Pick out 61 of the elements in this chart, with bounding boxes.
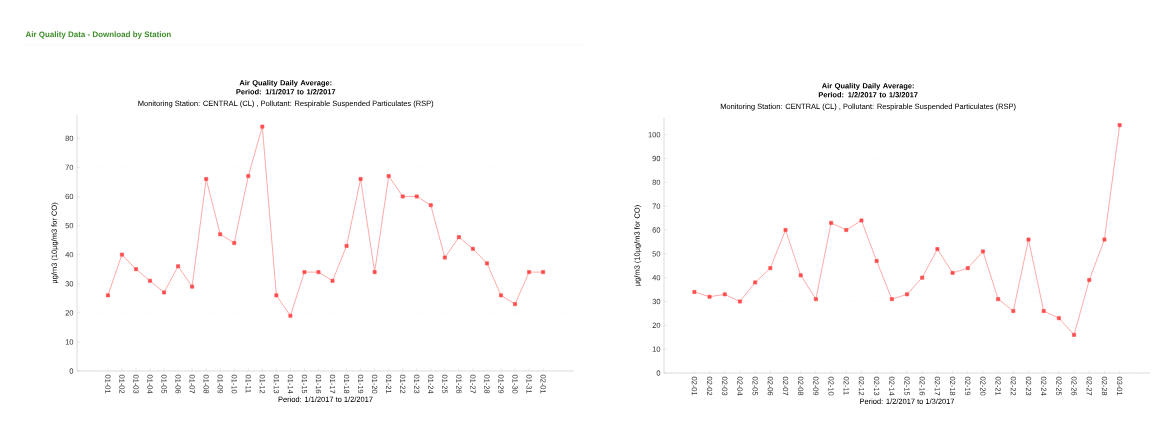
point bbox=[813, 297, 818, 302]
point bbox=[1041, 309, 1046, 313]
point bbox=[400, 194, 405, 199]
point bbox=[889, 297, 894, 302]
point bbox=[274, 293, 279, 298]
point bbox=[456, 235, 461, 240]
point bbox=[707, 294, 712, 299]
point bbox=[190, 284, 195, 289]
point bbox=[176, 264, 180, 269]
point bbox=[996, 297, 1001, 302]
point bbox=[541, 270, 546, 274]
point bbox=[330, 278, 335, 283]
point bbox=[1072, 332, 1076, 337]
point bbox=[905, 292, 909, 297]
point bbox=[1102, 237, 1107, 242]
point bbox=[1087, 278, 1092, 282]
point bbox=[783, 228, 788, 232]
point bbox=[204, 177, 209, 181]
point bbox=[260, 124, 265, 129]
point bbox=[344, 244, 349, 248]
point bbox=[1056, 316, 1061, 321]
point bbox=[288, 313, 293, 318]
point bbox=[935, 247, 940, 251]
point bbox=[859, 218, 864, 223]
point bbox=[692, 290, 697, 294]
point bbox=[134, 267, 138, 272]
point bbox=[1117, 123, 1122, 128]
point bbox=[428, 203, 433, 208]
point bbox=[148, 278, 152, 283]
point bbox=[527, 270, 531, 274]
point bbox=[358, 177, 363, 181]
point bbox=[738, 299, 742, 304]
point bbox=[722, 292, 727, 297]
point bbox=[120, 252, 124, 257]
point bbox=[798, 273, 803, 278]
point bbox=[232, 241, 237, 245]
point bbox=[471, 246, 475, 251]
point bbox=[485, 261, 489, 266]
point bbox=[246, 174, 251, 178]
point bbox=[386, 174, 391, 178]
point bbox=[753, 280, 758, 285]
point bbox=[965, 266, 970, 271]
point bbox=[499, 293, 503, 298]
point bbox=[920, 275, 925, 280]
point bbox=[981, 249, 985, 254]
point bbox=[414, 194, 419, 199]
point bbox=[829, 220, 833, 225]
point bbox=[442, 255, 447, 260]
point bbox=[874, 259, 879, 263]
point bbox=[316, 270, 321, 274]
point bbox=[218, 232, 223, 237]
point bbox=[844, 228, 849, 232]
point bbox=[105, 293, 110, 298]
point bbox=[372, 270, 377, 274]
point bbox=[162, 290, 166, 295]
point bbox=[513, 302, 517, 306]
point bbox=[768, 266, 773, 271]
point bbox=[950, 271, 955, 275]
point bbox=[302, 270, 307, 274]
point bbox=[1026, 237, 1031, 242]
point bbox=[1011, 309, 1016, 313]
